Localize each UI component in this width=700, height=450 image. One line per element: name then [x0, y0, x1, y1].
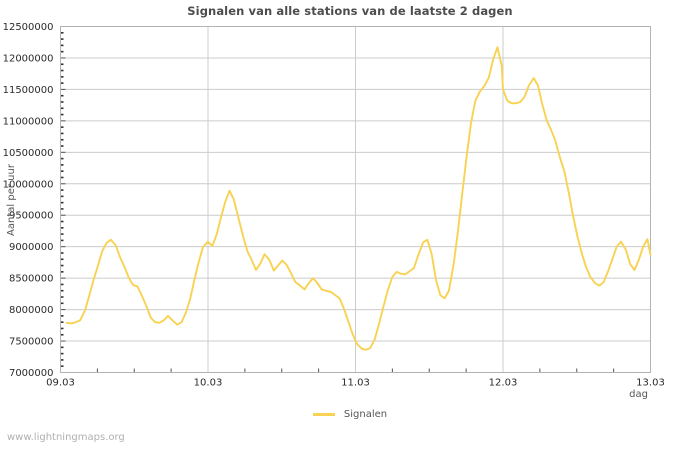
y-tick-label: 8500000	[9, 274, 54, 285]
x-tick-label: 09.03	[46, 378, 75, 389]
data-series-signalen	[65, 46, 652, 351]
y-tick-label: 9500000	[9, 211, 54, 222]
x-tick-label: 13.03	[636, 378, 665, 389]
chart-legend: Signalen	[0, 409, 700, 421]
y-tick-label: 12500000	[3, 22, 54, 33]
x-axis-title: dag	[629, 389, 648, 400]
y-tick-label: 12000000	[3, 53, 54, 64]
y-tick-label: 11000000	[3, 116, 54, 127]
y-tick-label: 7500000	[9, 337, 54, 348]
plot-frame	[60, 26, 651, 373]
x-axis-tick-labels: 09.03 10.03 11.03 12.03 13.03	[46, 378, 665, 389]
x-tick-label: 11.03	[341, 378, 370, 389]
y-tick-label: 9000000	[9, 242, 54, 253]
plot-border	[60, 26, 651, 373]
y-axis-tick-labels: 7000000 7500000 8000000 8500000 9000000 95000…	[3, 22, 54, 379]
watermark-text: www.lightningmaps.org	[7, 432, 125, 443]
ticks-group	[60, 26, 615, 373]
chart-title: Signalen van alle stations van de laatst…	[187, 4, 513, 18]
y-axis-title: Aantal per uur	[6, 163, 17, 236]
y-tick-label: 10500000	[3, 148, 54, 159]
y-tick-label: 8000000	[9, 305, 54, 316]
x-tick-label: 12.03	[489, 378, 518, 389]
x-tick-label: 10.03	[194, 378, 223, 389]
y-tick-label: 11500000	[3, 85, 54, 96]
y-tick-label: 10000000	[3, 179, 54, 190]
y-tick-label: 7000000	[9, 368, 54, 379]
series-line-signalen	[65, 46, 652, 351]
legend-entry-label: Signalen	[343, 409, 388, 420]
gridlines-group	[60, 26, 651, 373]
legend-color-swatch	[312, 413, 335, 416]
legend-entry-signalen: Signalen	[312, 409, 388, 421]
